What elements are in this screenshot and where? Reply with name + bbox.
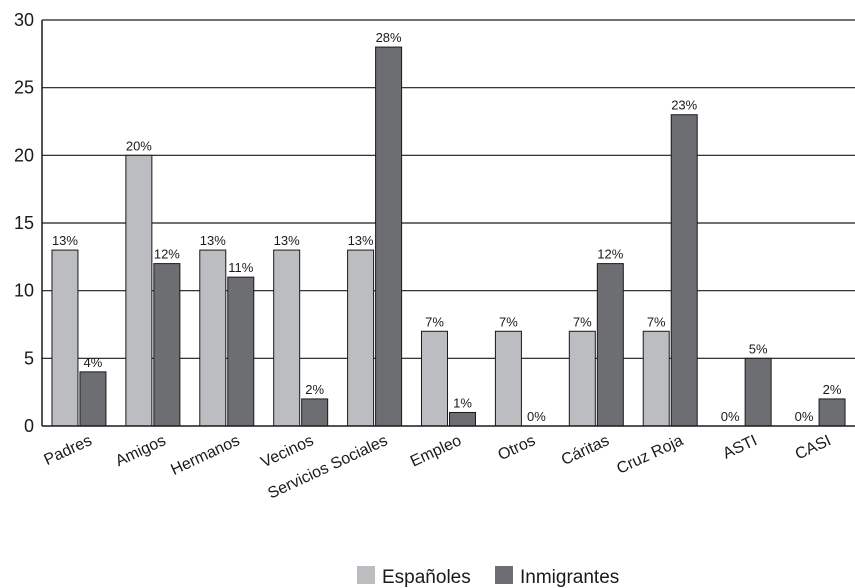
- data-label: 0%: [527, 409, 546, 424]
- x-category-label: Amigos: [113, 432, 169, 470]
- bar-espanoles: [642, 330, 670, 427]
- bar-espanoles: [421, 330, 448, 427]
- legend-label-inmigrantes: Inmigrantes: [520, 567, 619, 588]
- data-label: 13%: [274, 233, 300, 248]
- data-label: 7%: [499, 314, 518, 329]
- bar-espanoles: [273, 249, 301, 427]
- y-tick-label: 0: [24, 416, 34, 436]
- data-label: 0%: [721, 409, 740, 424]
- bar-inmigrantes: [818, 398, 846, 427]
- x-category-label: Servicios Sociales: [265, 432, 390, 502]
- bar-inmigrantes: [596, 263, 624, 427]
- data-label: 7%: [573, 314, 592, 329]
- x-category-label: Padres: [42, 432, 95, 469]
- data-label: 13%: [200, 233, 226, 248]
- bar-espanoles: [568, 330, 596, 427]
- data-label: 11%: [228, 260, 253, 275]
- bar-espanoles: [199, 249, 227, 427]
- bar-espanoles: [125, 154, 153, 427]
- data-label: 5%: [749, 341, 768, 356]
- data-label: 1%: [453, 395, 472, 410]
- data-label: 12%: [154, 247, 180, 262]
- x-category-label: Hermanos: [168, 432, 242, 479]
- data-labels: 13%4%20%12%13%11%13%2%13%28%7%1%7%0%7%12…: [52, 30, 842, 424]
- bars: [51, 46, 846, 427]
- data-label: 28%: [376, 30, 402, 45]
- legend-swatch-inmigrantes: [495, 566, 513, 584]
- x-category-label: Cruz Roja: [614, 432, 686, 478]
- y-tick-label: 10: [14, 281, 34, 301]
- data-label: 7%: [647, 314, 666, 329]
- data-label: 13%: [348, 233, 374, 248]
- bar-espanoles: [494, 330, 522, 427]
- legend-swatch-espanoles: [357, 566, 375, 584]
- bar-inmigrantes: [375, 46, 403, 427]
- legend: Españoles Inmigrantes: [357, 566, 619, 588]
- y-tick-label: 30: [14, 10, 34, 30]
- data-label: 13%: [52, 233, 78, 248]
- data-label: 7%: [425, 314, 444, 329]
- data-label: 23%: [671, 98, 697, 113]
- bar-inmigrantes: [227, 276, 255, 427]
- data-label: 2%: [305, 382, 324, 397]
- y-tick-label: 15: [14, 213, 34, 233]
- bar-espanoles: [347, 249, 375, 427]
- x-category-label: CASI: [793, 432, 834, 463]
- data-label: 0%: [795, 409, 814, 424]
- y-tick-label: 20: [14, 145, 34, 165]
- bar-espanoles: [51, 249, 79, 427]
- data-label: 4%: [84, 355, 103, 370]
- bar-inmigrantes: [153, 263, 181, 427]
- bar-inmigrantes: [301, 398, 329, 427]
- y-axis-ticks: 0 5 10 15 20 25 30: [14, 10, 34, 436]
- data-label: 12%: [597, 247, 623, 262]
- x-category-label: Cáritas: [559, 432, 612, 469]
- x-category-label: ASTI: [720, 432, 759, 462]
- x-category-label: Empleo: [408, 432, 464, 470]
- data-label: 2%: [823, 382, 842, 397]
- x-category-label: Vecinos: [258, 432, 316, 471]
- y-tick-label: 5: [24, 348, 34, 368]
- x-category-label: Otros: [495, 432, 538, 464]
- legend-label-espanoles: Españoles: [382, 567, 471, 588]
- bar-inmigrantes: [744, 357, 772, 427]
- bar-inmigrantes: [449, 411, 476, 427]
- y-tick-label: 25: [14, 78, 34, 98]
- bar-inmigrantes: [670, 114, 698, 427]
- data-label: 20%: [126, 138, 152, 153]
- bar-inmigrantes: [79, 371, 107, 427]
